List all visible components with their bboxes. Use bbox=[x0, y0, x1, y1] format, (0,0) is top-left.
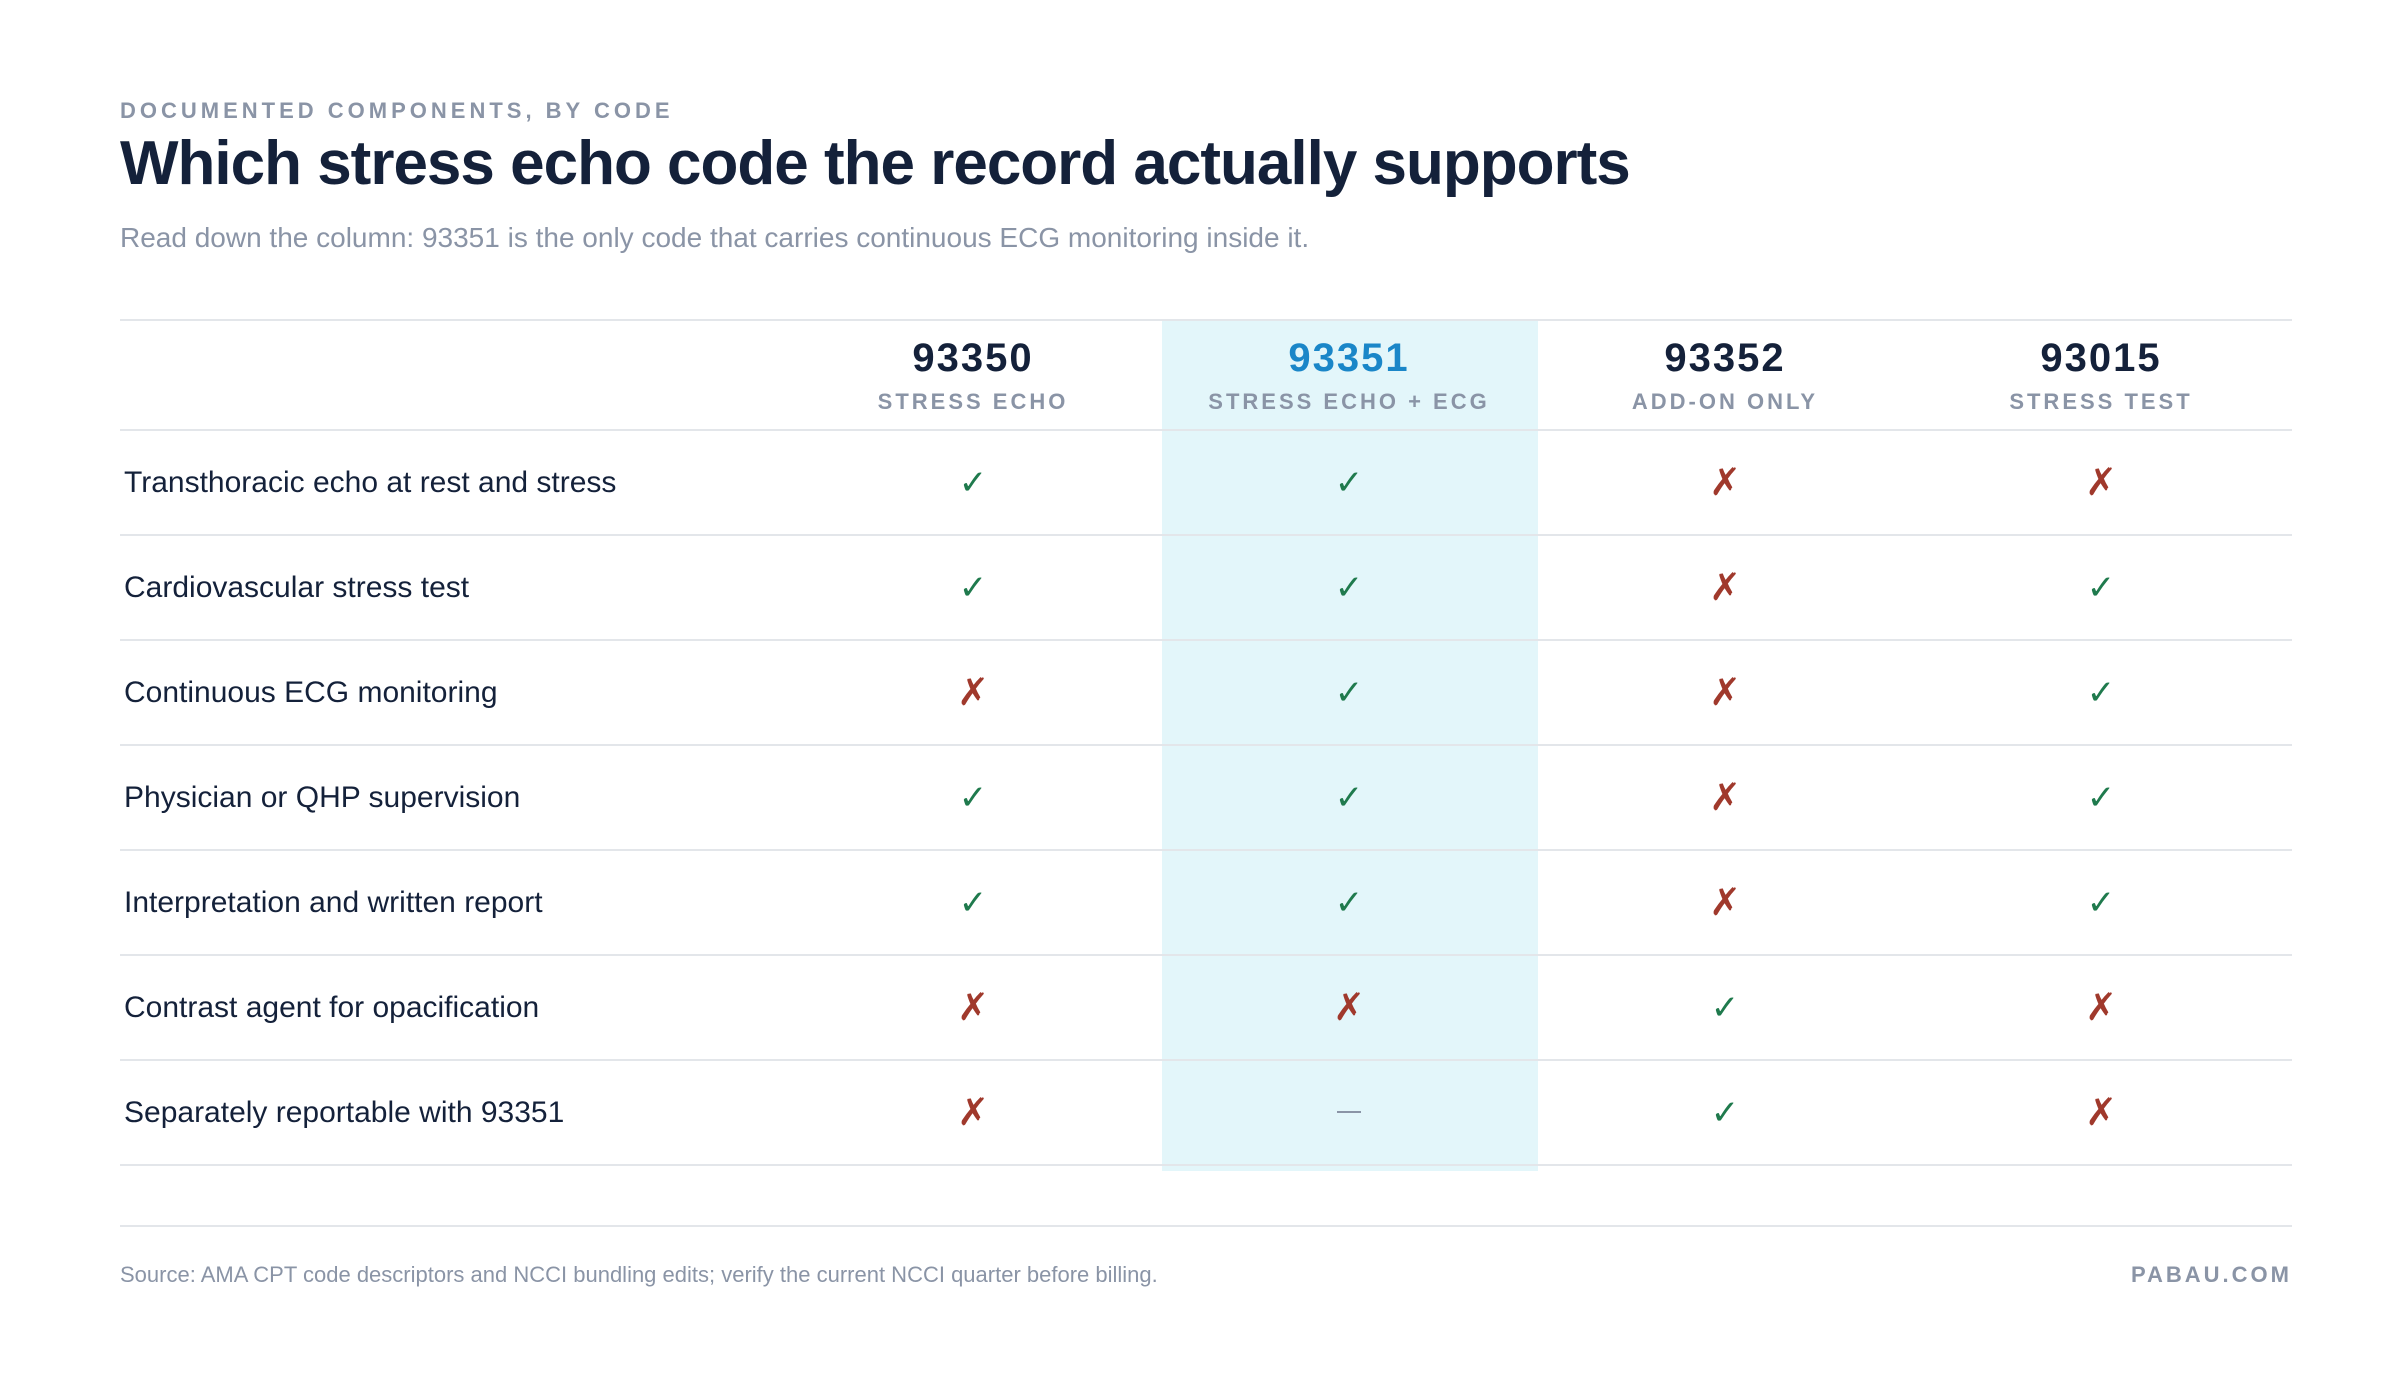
column-label: STRESS ECHO + ECG bbox=[1208, 389, 1490, 414]
table-row: Cardiovascular stress test ✓ ✓ ✗ ✓ bbox=[120, 536, 2292, 641]
source-note: Source: AMA CPT code descriptors and NCC… bbox=[120, 1262, 1158, 1287]
row-label: Contrast agent for opacification bbox=[124, 990, 540, 1024]
check-icon: ✓ bbox=[1334, 883, 1364, 922]
column-header-93350: 93350 STRESS ECHO bbox=[785, 321, 1161, 429]
header-spacer bbox=[120, 321, 785, 429]
row-label: Cardiovascular stress test bbox=[124, 570, 470, 604]
check-icon: ✓ bbox=[1334, 463, 1364, 502]
column-label: ADD-ON ONLY bbox=[1631, 389, 1819, 414]
table-header-row: 93350 STRESS ECHO 93351 STRESS ECHO + ECG 93… bbox=[120, 319, 2292, 431]
table-cell: ✓ bbox=[1161, 886, 1537, 920]
dash-icon bbox=[1337, 1111, 1361, 1114]
cross-icon: ✗ bbox=[1709, 566, 1741, 609]
cross-icon: ✗ bbox=[957, 986, 989, 1029]
table-cell: ✓ bbox=[1913, 676, 2289, 710]
cross-icon: ✗ bbox=[2085, 986, 2117, 1029]
table-cell: ✗ bbox=[1537, 674, 1913, 712]
table-cell: ✓ bbox=[1161, 781, 1537, 815]
table-cell bbox=[1161, 1104, 1537, 1122]
table-cell: ✓ bbox=[1537, 1096, 1913, 1130]
table-cell: ✗ bbox=[785, 989, 1161, 1027]
footer-divider bbox=[120, 1225, 2292, 1227]
table-row: Contrast agent for opacification ✗ ✗ ✓ ✗ bbox=[120, 956, 2292, 1061]
cross-icon: ✗ bbox=[1709, 881, 1741, 924]
row-label: Physician or QHP supervision bbox=[124, 780, 521, 814]
cross-icon: ✗ bbox=[1709, 461, 1741, 504]
page: DOCUMENTED COMPONENTS, BY CODE Which str… bbox=[120, 0, 2292, 1390]
check-icon: ✓ bbox=[958, 463, 988, 502]
column-label: STRESS ECHO bbox=[877, 389, 1069, 414]
table-cell: ✓ bbox=[1913, 571, 2289, 605]
cross-icon: ✗ bbox=[2085, 1091, 2117, 1134]
column-header-93352: 93352 ADD-ON ONLY bbox=[1537, 321, 1913, 429]
check-icon: ✓ bbox=[1334, 778, 1364, 817]
table-cell: ✗ bbox=[1537, 569, 1913, 607]
check-icon: ✓ bbox=[958, 778, 988, 817]
table-cell: ✗ bbox=[1537, 779, 1913, 817]
check-icon: ✓ bbox=[2086, 673, 2116, 712]
table-cell: ✓ bbox=[785, 781, 1161, 815]
page-subtitle: Read down the column: 93351 is the only … bbox=[120, 222, 1310, 253]
cross-icon: ✗ bbox=[1333, 986, 1365, 1029]
table-cell: ✗ bbox=[1913, 464, 2289, 502]
row-label: Separately reportable with 93351 bbox=[124, 1095, 565, 1129]
check-icon: ✓ bbox=[958, 568, 988, 607]
kicker: DOCUMENTED COMPONENTS, BY CODE bbox=[120, 98, 674, 123]
cross-icon: ✗ bbox=[957, 671, 989, 714]
table-cell: ✓ bbox=[1161, 571, 1537, 605]
table-row: Physician or QHP supervision ✓ ✓ ✗ ✓ bbox=[120, 746, 2292, 851]
table-cell: ✓ bbox=[1537, 991, 1913, 1025]
table-row: Continuous ECG monitoring ✗ ✓ ✗ ✓ bbox=[120, 641, 2292, 746]
table-cell: ✓ bbox=[1161, 466, 1537, 500]
table-cell: ✓ bbox=[785, 886, 1161, 920]
row-label: Interpretation and written report bbox=[124, 885, 543, 919]
page-title: Which stress echo code the record actual… bbox=[120, 129, 1631, 198]
cross-icon: ✗ bbox=[1709, 776, 1741, 819]
column-code: 93015 bbox=[2040, 336, 2162, 380]
check-icon: ✓ bbox=[1334, 568, 1364, 607]
table-cell: ✗ bbox=[785, 674, 1161, 712]
column-header-93351: 93351 STRESS ECHO + ECG bbox=[1161, 321, 1537, 429]
check-icon: ✓ bbox=[1710, 1093, 1740, 1132]
column-code: 93351 bbox=[1288, 336, 1410, 380]
check-icon: ✓ bbox=[958, 883, 988, 922]
table-cell: ✗ bbox=[1537, 464, 1913, 502]
check-icon: ✓ bbox=[2086, 568, 2116, 607]
table-cell: ✓ bbox=[1913, 781, 2289, 815]
cross-icon: ✗ bbox=[2085, 461, 2117, 504]
row-label: Continuous ECG monitoring bbox=[124, 675, 498, 709]
column-header-93015: 93015 STRESS TEST bbox=[1913, 321, 2289, 429]
table-cell: ✓ bbox=[785, 466, 1161, 500]
table-row: Separately reportable with 93351 ✗ ✓ ✗ bbox=[120, 1061, 2292, 1166]
table-cell: ✗ bbox=[1161, 989, 1537, 1027]
table-cell: ✗ bbox=[785, 1094, 1161, 1132]
check-icon: ✓ bbox=[1710, 988, 1740, 1027]
table-cell: ✓ bbox=[1161, 676, 1537, 710]
comparison-table: 93350 STRESS ECHO 93351 STRESS ECHO + ECG 93… bbox=[120, 319, 2292, 1171]
table-cell: ✓ bbox=[785, 571, 1161, 605]
table-row: Interpretation and written report ✓ ✓ ✗ ✓ bbox=[120, 851, 2292, 956]
table-cell: ✓ bbox=[1913, 886, 2289, 920]
table-cell: ✗ bbox=[1913, 989, 2289, 1027]
check-icon: ✓ bbox=[2086, 778, 2116, 817]
column-code: 93350 bbox=[912, 336, 1034, 380]
column-label: STRESS TEST bbox=[2009, 389, 2193, 414]
check-icon: ✓ bbox=[2086, 883, 2116, 922]
column-code: 93352 bbox=[1664, 336, 1786, 380]
row-label: Transthoracic echo at rest and stress bbox=[124, 465, 617, 499]
cross-icon: ✗ bbox=[957, 1091, 989, 1134]
cross-icon: ✗ bbox=[1709, 671, 1741, 714]
check-icon: ✓ bbox=[1334, 673, 1364, 712]
table-cell: ✗ bbox=[1537, 884, 1913, 922]
table-row: Transthoracic echo at rest and stress ✓ ✓ ✗… bbox=[120, 431, 2292, 536]
table-cell: ✗ bbox=[1913, 1094, 2289, 1132]
brand-label: PABAU.COM bbox=[2130, 1262, 2292, 1287]
